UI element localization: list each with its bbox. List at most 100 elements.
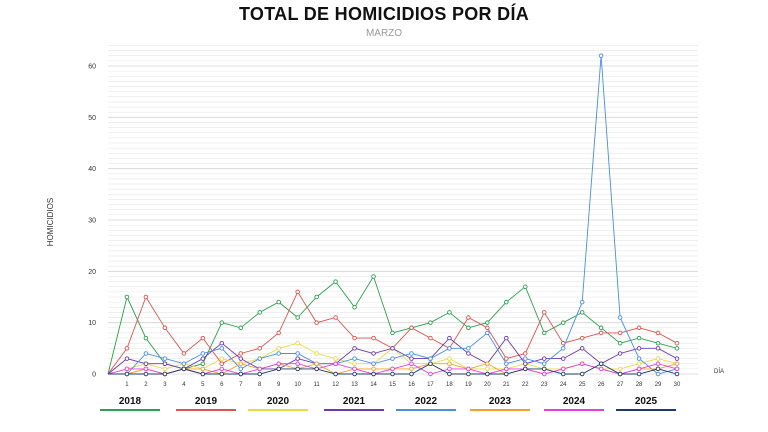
data-point — [257, 356, 262, 361]
data-point — [276, 330, 281, 336]
data-point — [219, 366, 225, 372]
data-point — [276, 346, 281, 351]
data-point — [598, 325, 604, 331]
data-point — [674, 361, 680, 366]
data-point — [295, 351, 300, 356]
x-tick-label: 24 — [560, 382, 567, 388]
x-tick-label: 19 — [465, 382, 472, 388]
data-point — [162, 325, 168, 331]
data-point — [504, 335, 509, 341]
x-tick-label: 7 — [239, 382, 243, 388]
data-point — [674, 340, 680, 346]
data-point — [504, 361, 509, 366]
data-point — [295, 361, 300, 366]
data-point — [333, 361, 338, 366]
x-tick-label: 20 — [484, 382, 491, 388]
data-point — [238, 351, 244, 356]
legend-swatch — [544, 409, 604, 411]
x-tick-label: 8 — [258, 382, 262, 388]
data-point — [674, 371, 680, 377]
data-point — [333, 371, 338, 377]
data-point — [485, 366, 490, 372]
x-tick-label: 15 — [389, 382, 396, 388]
data-point — [655, 340, 661, 346]
data-point — [560, 320, 566, 325]
data-point — [447, 356, 452, 361]
legend-item-2022: 2022 — [396, 396, 456, 411]
data-point — [352, 361, 357, 366]
data-point — [655, 361, 661, 366]
data-point — [655, 346, 661, 351]
legend-swatch — [396, 409, 456, 411]
data-point — [276, 366, 281, 372]
x-tick-label: 9 — [277, 382, 281, 388]
legend-swatch — [616, 409, 676, 411]
legend-swatch — [248, 409, 308, 411]
data-point — [428, 356, 433, 361]
data-point — [636, 361, 642, 366]
data-point — [655, 356, 661, 361]
data-point — [447, 346, 452, 351]
data-point — [162, 366, 168, 372]
data-point — [143, 335, 149, 341]
x-tick-label: 11 — [314, 382, 321, 388]
data-point — [238, 371, 244, 377]
data-point — [371, 366, 376, 372]
series-2025 — [108, 361, 680, 377]
data-point — [428, 320, 433, 325]
data-point — [598, 53, 604, 58]
data-point — [219, 356, 225, 361]
data-point — [371, 371, 376, 377]
data-point — [409, 361, 414, 366]
x-tick-label: 13 — [351, 382, 358, 388]
data-point — [314, 366, 319, 372]
data-point — [447, 366, 452, 372]
data-point — [428, 361, 433, 366]
data-point — [617, 351, 623, 356]
data-point — [485, 320, 490, 325]
data-point — [257, 310, 262, 315]
data-point — [409, 356, 414, 361]
data-point — [219, 346, 225, 351]
data-point — [579, 346, 585, 351]
data-point — [504, 299, 509, 305]
data-point — [352, 356, 357, 361]
x-tick-label: 18 — [446, 382, 453, 388]
data-point — [276, 361, 281, 366]
x-tick-label: 26 — [598, 382, 605, 388]
data-point — [636, 325, 642, 331]
data-point — [200, 351, 206, 356]
data-point — [541, 356, 547, 361]
data-point — [598, 366, 604, 372]
data-point — [617, 340, 623, 346]
data-point — [295, 289, 300, 295]
data-point — [541, 361, 547, 366]
data-point — [447, 371, 452, 377]
data-point — [162, 361, 168, 366]
x-tick-label: 1 — [125, 382, 129, 388]
legend-label: 2023 — [488, 396, 512, 407]
data-point — [523, 284, 528, 289]
data-point — [504, 356, 509, 361]
x-tick-label: 22 — [522, 382, 529, 388]
data-point — [674, 366, 680, 372]
data-point — [617, 366, 623, 372]
data-point — [636, 335, 642, 341]
data-point — [579, 299, 585, 305]
data-point — [219, 340, 225, 346]
data-point — [447, 335, 452, 341]
legend-item-2020: 2020 — [248, 396, 308, 411]
x-tick-label: 3 — [163, 382, 167, 388]
legend-swatch — [324, 409, 384, 411]
data-point — [390, 330, 395, 336]
data-point — [466, 371, 471, 377]
data-point — [162, 371, 168, 377]
data-point — [143, 366, 149, 372]
data-point — [579, 371, 585, 377]
data-point — [162, 356, 168, 361]
data-point — [466, 315, 471, 320]
data-point — [485, 361, 490, 366]
data-point — [466, 325, 471, 331]
x-tick-label: 30 — [674, 382, 681, 388]
legend-label: 2018 — [118, 396, 142, 407]
